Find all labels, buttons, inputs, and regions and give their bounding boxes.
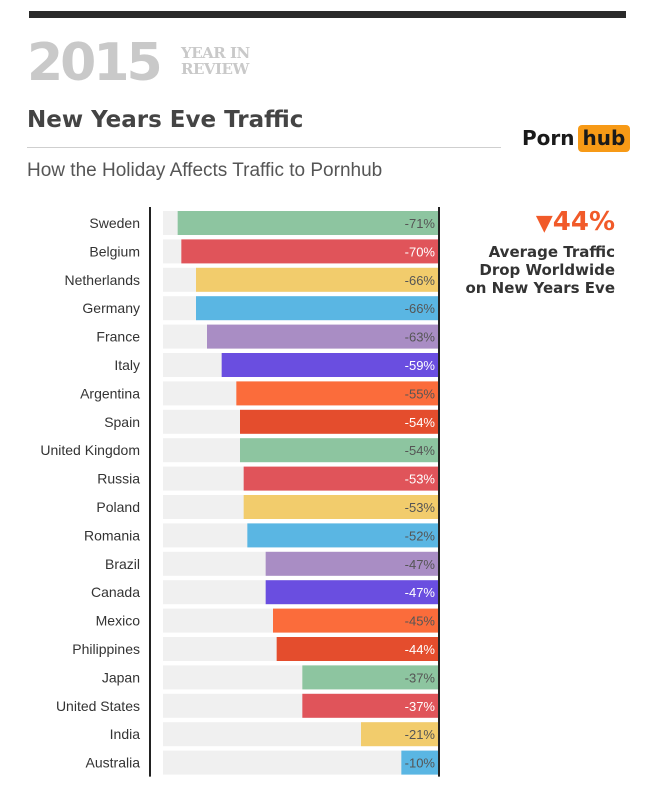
- data-label: -66%: [405, 273, 436, 288]
- year-logo: 2015: [27, 33, 163, 93]
- bar-mexico: [273, 608, 438, 633]
- data-label: -55%: [405, 386, 436, 401]
- description-line-3: on New Years Eve: [465, 279, 615, 297]
- bar-belgium: [181, 239, 439, 264]
- category-label: Poland: [96, 499, 140, 515]
- bar-argentina: [236, 381, 438, 406]
- logo-text-left: Porn: [522, 126, 575, 150]
- data-label: -21%: [405, 727, 436, 742]
- data-label: -37%: [405, 699, 436, 714]
- data-label: -47%: [405, 557, 436, 572]
- category-label: Russia: [97, 471, 140, 487]
- bar-poland: [243, 495, 438, 519]
- bar-russia: [243, 466, 438, 491]
- bar-brazil: [265, 551, 438, 576]
- data-label: -52%: [405, 528, 436, 543]
- data-label: -66%: [405, 301, 436, 316]
- category-label: Brazil: [105, 556, 140, 572]
- data-label: -44%: [405, 642, 436, 657]
- data-label: -63%: [405, 330, 436, 345]
- category-label: United Kingdom: [40, 442, 140, 458]
- average-drop-callout: ▼44% Average Traffic Drop Worldwide on N…: [460, 205, 615, 297]
- page-title: New Years Eve Traffic: [27, 107, 304, 133]
- category-label: Argentina: [80, 385, 140, 401]
- description-line-1: Average Traffic: [488, 243, 615, 261]
- description-line-2: Drop Worldwide: [479, 261, 615, 279]
- bar-italy: [221, 353, 438, 377]
- bar-united-states: [302, 693, 438, 718]
- average-drop-description: Average Traffic Drop Worldwide on New Ye…: [460, 243, 615, 297]
- category-label: Germany: [82, 300, 140, 316]
- data-label: -59%: [405, 358, 436, 373]
- bar-spain: [240, 409, 438, 434]
- category-label: India: [110, 726, 141, 742]
- category-label: Sweden: [89, 215, 140, 231]
- category-label: Netherlands: [65, 272, 141, 288]
- bar-netherlands: [196, 267, 438, 292]
- bar-germany: [196, 296, 438, 321]
- bar-united-kingdom: [240, 438, 438, 463]
- logo-text-right: hub: [577, 124, 631, 152]
- bar-canada: [265, 580, 438, 605]
- year-in-review-label: YEAR IN REVIEW: [181, 45, 250, 77]
- category-label: France: [96, 329, 140, 345]
- category-label: Canada: [91, 584, 140, 600]
- category-label: Belgium: [89, 243, 140, 259]
- brand-logo: Porn hub: [522, 124, 631, 152]
- bar-sweden: [177, 211, 438, 235]
- category-label: United States: [56, 698, 140, 714]
- top-rule: [29, 11, 626, 18]
- review-text: REVIEW: [181, 60, 249, 78]
- data-label: -70%: [405, 244, 436, 259]
- average-drop-percent: 44%: [552, 207, 615, 237]
- bar-philippines: [276, 637, 438, 661]
- bar-romania: [247, 523, 438, 548]
- average-drop-value: ▼44%: [460, 205, 615, 241]
- data-label: -71%: [405, 216, 436, 231]
- bar-australia: [401, 750, 438, 775]
- category-label: Japan: [102, 669, 140, 685]
- bar-japan: [302, 665, 438, 690]
- category-label: Australia: [86, 755, 141, 771]
- data-label: -54%: [405, 443, 436, 458]
- bar-india: [361, 722, 438, 747]
- data-label: -10%: [405, 756, 436, 771]
- category-label: Italy: [114, 357, 140, 373]
- year-in-text: YEAR IN: [181, 44, 250, 62]
- category-label: Spain: [104, 414, 140, 430]
- category-label: Philippines: [72, 641, 140, 657]
- data-label: -53%: [405, 472, 436, 487]
- title-divider: [27, 147, 501, 148]
- bar-france: [207, 324, 438, 349]
- data-label: -53%: [405, 500, 436, 515]
- bar-track: [163, 750, 438, 775]
- data-label: -37%: [405, 670, 436, 685]
- data-label: -45%: [405, 614, 436, 629]
- data-label: -47%: [405, 585, 436, 600]
- down-triangle-icon: ▼: [535, 211, 553, 236]
- page-subtitle: How the Holiday Affects Traffic to Pornh…: [27, 160, 383, 181]
- category-label: Mexico: [96, 613, 141, 629]
- category-label: Romania: [84, 527, 140, 543]
- data-label: -54%: [405, 415, 436, 430]
